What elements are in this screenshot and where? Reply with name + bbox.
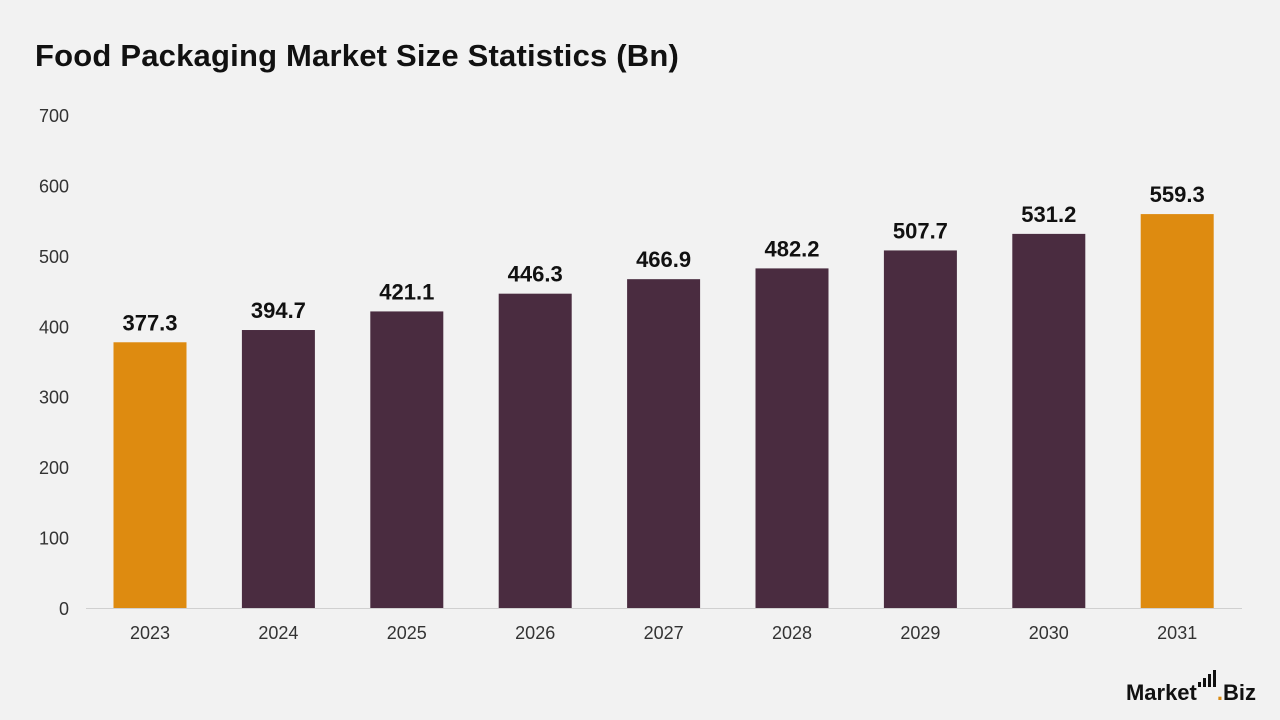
- bars-group: [113, 214, 1214, 608]
- data-label-2031: 559.3: [1150, 182, 1205, 207]
- bar-signal-icon: [1197, 670, 1216, 687]
- y-tick-label: 600: [39, 176, 69, 196]
- x-tick-label-2023: 2023: [130, 623, 170, 643]
- x-tick-label-2028: 2028: [772, 623, 812, 643]
- data-label-2026: 446.3: [508, 262, 563, 287]
- data-label-2027: 466.9: [636, 247, 691, 272]
- y-tick-label: 300: [39, 388, 69, 408]
- bar-2028: [755, 268, 829, 608]
- chart-title: Food Packaging Market Size Statistics (B…: [35, 38, 680, 73]
- bar-2030: [1012, 233, 1086, 608]
- x-tick-label-2025: 2025: [387, 623, 427, 643]
- y-tick-label: 700: [39, 106, 69, 126]
- bar-2031: [1140, 214, 1214, 608]
- brand-dot: .: [1216, 680, 1223, 705]
- y-tick-label: 0: [59, 599, 69, 619]
- data-label-2023: 377.3: [122, 310, 177, 335]
- bar-2029: [883, 250, 957, 608]
- y-axis: 0 100 200 300 400 500 600 700: [39, 106, 69, 619]
- brand-name-part1: Market: [1125, 680, 1197, 705]
- x-axis: 2023 2024 2025 2026 2027 2028 2029 2030 2031: [130, 623, 1197, 643]
- y-tick-label: 200: [39, 458, 69, 478]
- bar-2023: [113, 342, 187, 608]
- bar-2026: [498, 293, 572, 608]
- y-tick-label: 500: [39, 247, 69, 267]
- x-tick-label-2027: 2027: [644, 623, 684, 643]
- x-tick-label-2029: 2029: [900, 623, 940, 643]
- data-label-2030: 531.2: [1021, 202, 1076, 227]
- y-tick-label: 400: [39, 317, 69, 337]
- brand-name-part2: Biz: [1223, 680, 1256, 705]
- x-tick-label-2026: 2026: [515, 623, 555, 643]
- x-tick-label-2030: 2030: [1029, 623, 1069, 643]
- data-label-2025: 421.1: [379, 279, 434, 304]
- bar-2024: [241, 330, 315, 608]
- brand-logo: Market . Biz: [1126, 670, 1256, 706]
- data-label-2028: 482.2: [764, 236, 819, 261]
- bar-2025: [370, 311, 444, 608]
- data-label-2029: 507.7: [893, 218, 948, 243]
- bar-2027: [627, 279, 701, 608]
- data-label-2024: 394.7: [251, 298, 306, 323]
- x-tick-label-2024: 2024: [258, 623, 298, 643]
- x-tick-label-2031: 2031: [1157, 623, 1197, 643]
- data-labels-group: 377.3 394.7 421.1 446.3 466.9 482.2 507.7 531.2…: [122, 182, 1204, 335]
- y-tick-label: 100: [39, 529, 69, 549]
